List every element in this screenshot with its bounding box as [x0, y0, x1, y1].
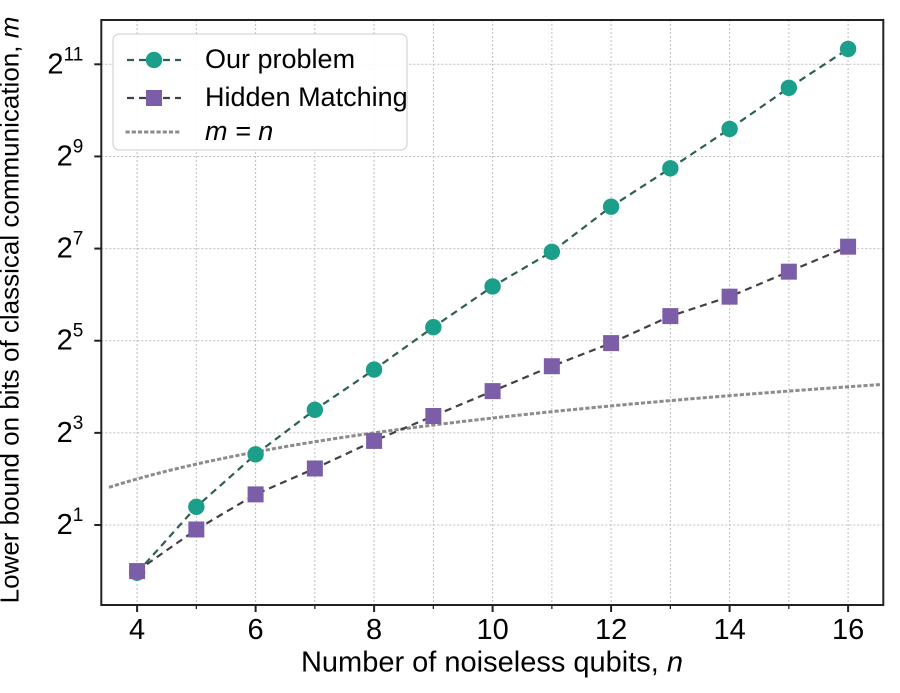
svg-text:4: 4 [129, 614, 145, 646]
svg-text:16: 16 [832, 614, 864, 646]
svg-text:Hidden Matching: Hidden Matching [205, 82, 408, 112]
svg-text:8: 8 [366, 614, 382, 646]
svg-text:10: 10 [476, 614, 508, 646]
svg-text:6: 6 [248, 614, 264, 646]
svg-text:12: 12 [595, 614, 627, 646]
svg-text:14: 14 [713, 614, 745, 646]
svg-text:Our problem: Our problem [205, 44, 355, 74]
svg-text:m = n: m = n [205, 116, 273, 146]
